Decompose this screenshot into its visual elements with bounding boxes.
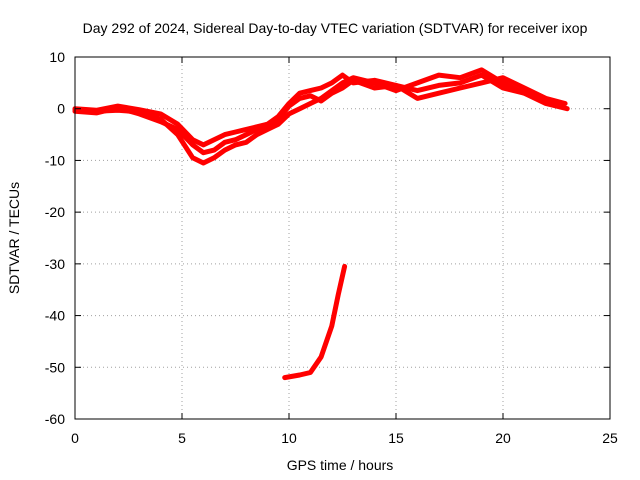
axis-ticks: 0 5 10 15 20 25 10 0 -10 -20 -30 -40 -50 -60 — [45, 49, 618, 446]
chart-title: Day 292 of 2024, Sidereal Day-to-day VTE… — [83, 20, 588, 36]
y-tick-label: 10 — [49, 49, 65, 65]
x-tick-label: 20 — [495, 430, 511, 446]
y-tick-label: -30 — [45, 256, 65, 272]
x-axis-label: GPS time / hours — [287, 457, 394, 473]
series-line-trace-b — [72, 67, 570, 166]
y-tick-label: -50 — [45, 359, 65, 375]
y-axis-label: SDTVAR / TECUs — [6, 182, 22, 294]
x-tick-label: 10 — [281, 430, 297, 446]
y-tick-label: -60 — [45, 411, 65, 427]
x-tick-label: 0 — [71, 430, 79, 446]
y-tick-label: -20 — [45, 204, 65, 220]
plot-frame — [74, 56, 611, 420]
y-tick-label: -10 — [45, 152, 65, 168]
series-line-trace-a — [72, 72, 566, 156]
x-tick-label: 15 — [388, 430, 404, 446]
x-tick-label: 25 — [602, 430, 618, 446]
series-line-trace-d — [282, 263, 348, 381]
data-series — [72, 67, 570, 381]
y-tick-label: -40 — [45, 308, 65, 324]
y-tick-label: 0 — [57, 101, 65, 117]
series-line-trace-c — [72, 72, 568, 148]
x-tick-label: 5 — [178, 430, 186, 446]
